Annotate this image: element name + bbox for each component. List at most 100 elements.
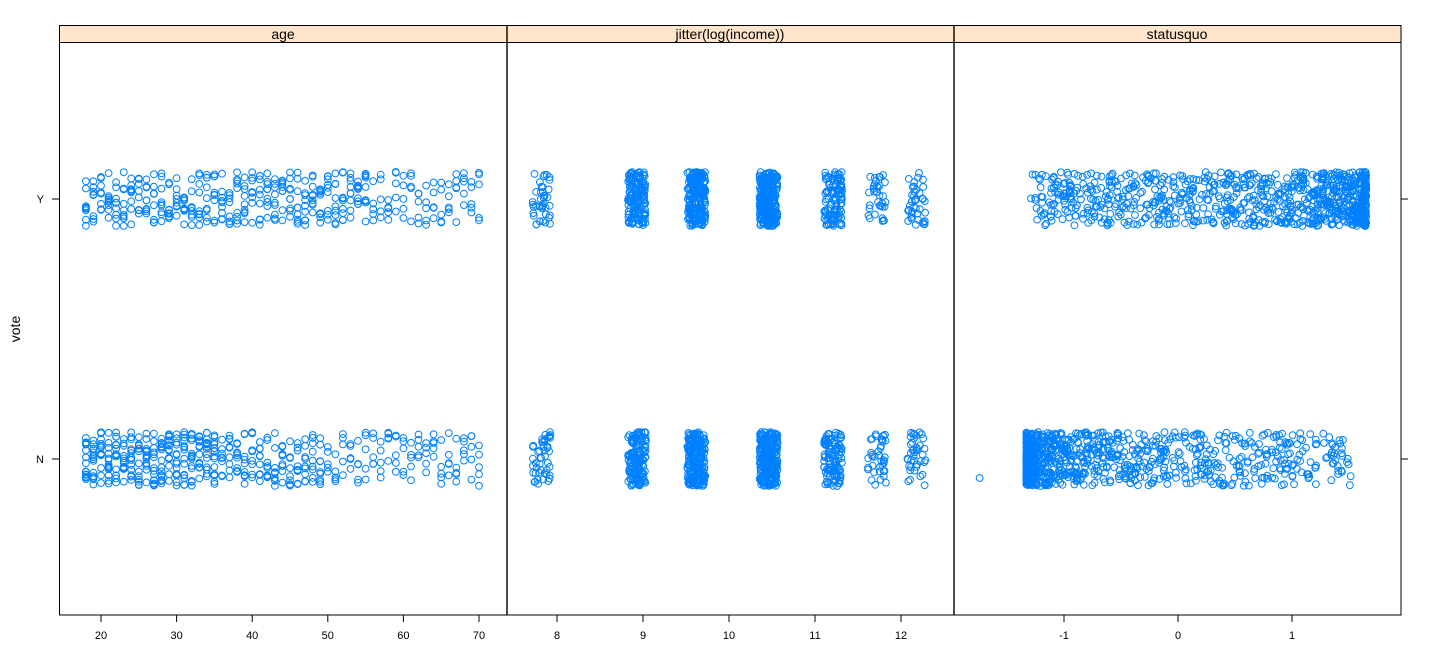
data-point — [210, 170, 219, 179]
data-point — [1311, 464, 1320, 472]
panel-statusquo: statusquo -1 0 1 — [953, 25, 1402, 642]
data-point — [912, 431, 921, 440]
data-point — [218, 193, 226, 202]
data-point — [301, 462, 310, 471]
data-point — [625, 459, 634, 467]
data-point — [1226, 172, 1235, 180]
data-point — [180, 436, 189, 445]
data-point — [150, 437, 158, 446]
data-point — [240, 192, 249, 200]
data-point — [837, 199, 846, 208]
data-point — [180, 459, 189, 468]
data-point — [475, 170, 483, 179]
data-point — [399, 214, 408, 222]
data-point — [1108, 169, 1117, 178]
data-point — [172, 174, 181, 183]
data-point — [1280, 185, 1289, 194]
data-point — [626, 464, 634, 473]
data-point — [1283, 174, 1291, 183]
data-point — [233, 184, 242, 193]
data-point — [1247, 179, 1256, 188]
data-point — [1150, 220, 1159, 229]
data-point — [632, 442, 641, 451]
data-point — [1184, 212, 1193, 221]
data-point — [1160, 428, 1169, 437]
data-point — [630, 469, 638, 477]
data-point — [836, 190, 844, 199]
data-point — [637, 218, 646, 227]
data-point — [1325, 197, 1334, 206]
data-point — [293, 462, 302, 471]
data-point — [195, 169, 204, 178]
data-point — [233, 439, 242, 448]
data-point — [868, 450, 876, 459]
x-tick-label: 50 — [322, 630, 334, 642]
data-point — [1252, 174, 1261, 183]
data-point — [641, 205, 649, 214]
data-point — [1181, 474, 1190, 483]
data-point — [875, 467, 884, 476]
data-point — [331, 477, 340, 486]
strip-label-age: age — [271, 26, 295, 42]
data-point — [134, 193, 143, 202]
data-point — [225, 212, 234, 221]
data-point — [195, 188, 204, 197]
data-point — [529, 209, 538, 218]
data-point — [539, 172, 548, 181]
data-point — [1301, 169, 1310, 177]
data-point — [157, 198, 166, 207]
data-point — [1152, 169, 1160, 178]
data-point — [339, 168, 347, 177]
data-point — [1172, 214, 1181, 223]
data-point — [685, 440, 694, 449]
data-point — [539, 217, 547, 225]
data-point — [624, 210, 633, 219]
data-point — [475, 214, 483, 222]
data-point — [119, 439, 128, 448]
data-point — [1273, 195, 1282, 204]
x-tick-label: 0 — [1175, 630, 1181, 642]
data-point — [879, 456, 888, 465]
data-point — [248, 446, 257, 455]
data-point — [112, 428, 120, 437]
data-point — [1206, 189, 1214, 198]
data-point — [104, 465, 113, 473]
data-point — [157, 456, 166, 465]
data-point — [538, 204, 546, 213]
data-point — [210, 216, 219, 225]
y-tick-label-N: N — [36, 454, 44, 466]
data-point — [150, 481, 158, 490]
x-tick-label: 11 — [809, 630, 820, 642]
data-point — [1340, 197, 1349, 206]
data-point — [391, 467, 400, 476]
data-point — [1351, 202, 1359, 211]
data-point — [1138, 187, 1146, 196]
data-point — [1136, 189, 1145, 197]
data-point — [1181, 219, 1189, 228]
points-age — [82, 168, 483, 490]
data-point — [1170, 191, 1179, 200]
data-point — [684, 205, 693, 214]
data-point — [180, 195, 189, 204]
data-point — [112, 474, 120, 483]
data-point — [1348, 187, 1357, 196]
x-tick-label: 20 — [95, 630, 107, 642]
data-point — [865, 188, 873, 197]
data-point — [248, 188, 257, 196]
data-point — [195, 463, 204, 472]
data-point — [422, 204, 431, 213]
data-point — [444, 471, 453, 480]
data-point — [537, 466, 545, 474]
data-point — [912, 204, 920, 213]
data-point — [172, 211, 181, 220]
data-point — [233, 179, 242, 188]
data-point — [700, 218, 709, 226]
data-point — [89, 457, 98, 465]
data-point — [323, 210, 332, 219]
data-point — [308, 431, 317, 439]
data-point — [112, 451, 120, 460]
data-point — [688, 474, 697, 482]
data-point — [773, 174, 782, 182]
data-point — [1187, 186, 1195, 194]
data-point — [1293, 464, 1301, 473]
